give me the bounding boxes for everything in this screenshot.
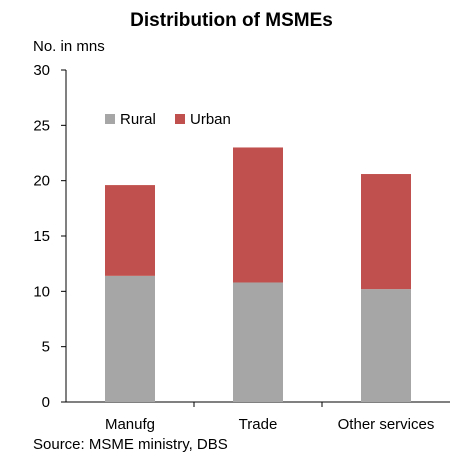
y-tick-label: 5 (42, 339, 50, 356)
bar-urban-trade (233, 147, 283, 283)
y-axis-label: No. in mns (33, 38, 105, 55)
x-category-label: Trade (239, 416, 278, 433)
bar-urban-manufg (105, 185, 155, 276)
bar-rural-manufg (105, 275, 155, 402)
legend-swatch-urban (175, 114, 185, 124)
y-tick-label: 0 (42, 394, 50, 411)
bar-rural-trade (233, 282, 283, 402)
source-note: Source: MSME ministry, DBS (33, 436, 228, 453)
x-category-label: Manufg (105, 416, 155, 433)
y-tick-label: 30 (33, 62, 50, 79)
legend: Rural Urban (105, 111, 231, 128)
bar-urban-other-services (361, 174, 411, 290)
y-tick-label: 15 (33, 228, 50, 245)
legend-label-rural: Rural (120, 111, 156, 128)
legend-label-urban: Urban (190, 111, 231, 128)
chart-title: Distribution of MSMEs (130, 10, 333, 31)
y-tick-label: 25 (33, 117, 50, 134)
bar-rural-other-services (361, 289, 411, 402)
bars (105, 147, 411, 402)
y-tick-label: 10 (33, 283, 50, 300)
x-category-label: Other services (338, 416, 435, 433)
y-tick-label: 20 (33, 173, 50, 190)
legend-swatch-rural (105, 114, 115, 124)
